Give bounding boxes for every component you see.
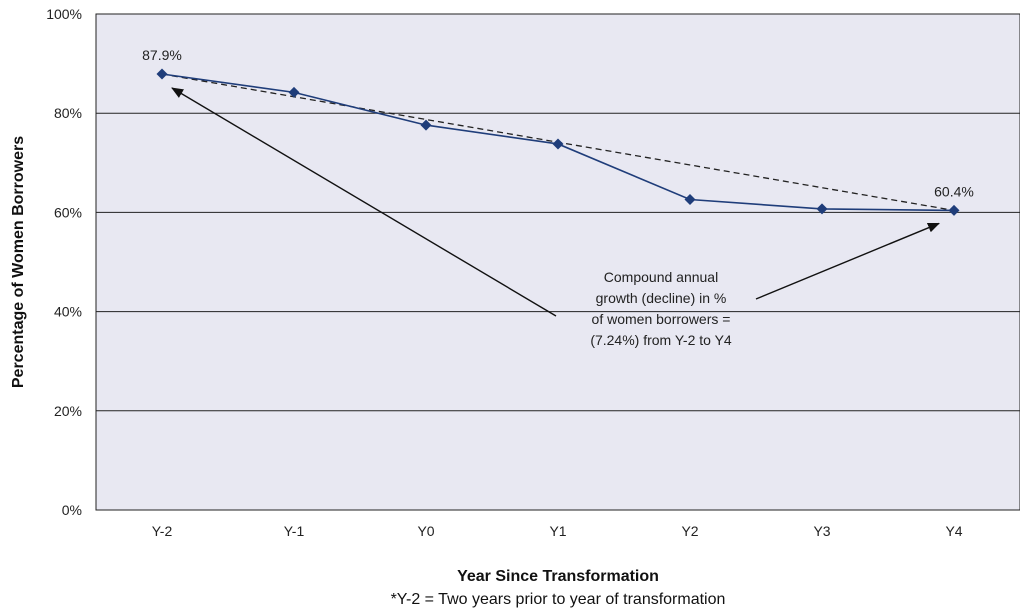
y-tick-label: 40% xyxy=(54,304,82,320)
y-tick-label: 100% xyxy=(46,6,82,22)
data-point xyxy=(684,194,696,206)
x-tick-label: Y4 xyxy=(945,523,962,539)
x-tick-label: Y3 xyxy=(813,523,830,539)
y-axis-ticks: 0% 20% 40% 60% 80% 100% xyxy=(46,6,82,518)
y-tick-label: 0% xyxy=(62,502,82,518)
annotation-text: Compound annual xyxy=(604,269,718,285)
y-tick-label: 80% xyxy=(54,105,82,121)
annotation-arrow xyxy=(171,87,557,317)
data-point xyxy=(420,119,432,131)
y-axis-title: Percentage of Women Borrowers xyxy=(10,136,27,388)
annotation-text: (7.24%) from Y-2 to Y4 xyxy=(590,332,732,348)
annotation-arrow xyxy=(755,222,940,300)
plot-border xyxy=(95,13,1020,511)
annotation-layer: Compound annual growth (decline) in % of w… xyxy=(171,87,940,348)
x-tick-label: Y2 xyxy=(681,523,698,539)
x-tick-label: Y-2 xyxy=(152,523,173,539)
x-axis-ticks: Y-2 Y-1 Y0 Y1 Y2 Y3 Y4 xyxy=(152,523,963,539)
footnote: *Y-2 = Two years prior to year of transf… xyxy=(391,591,726,608)
data-point xyxy=(288,86,300,98)
data-point xyxy=(948,204,960,216)
x-tick-label: Y0 xyxy=(417,523,434,539)
annotation-text: growth (decline) in % xyxy=(596,290,727,306)
x-tick-label: Y1 xyxy=(549,523,566,539)
data-point xyxy=(156,68,168,80)
x-tick-label: Y-1 xyxy=(284,523,305,539)
gridlines xyxy=(96,112,1020,412)
series-layer: 87.9% 60.4% xyxy=(142,47,974,216)
plot-area xyxy=(96,14,1020,510)
y-tick-label: 20% xyxy=(54,403,82,419)
x-axis-title: Year Since Transformation xyxy=(457,568,659,585)
data-label: 60.4% xyxy=(934,183,974,199)
data-point xyxy=(816,203,828,215)
data-label: 87.9% xyxy=(142,47,182,63)
annotation-text: of women borrowers = xyxy=(592,311,731,327)
y-tick-label: 60% xyxy=(54,204,82,220)
data-point xyxy=(552,138,564,150)
